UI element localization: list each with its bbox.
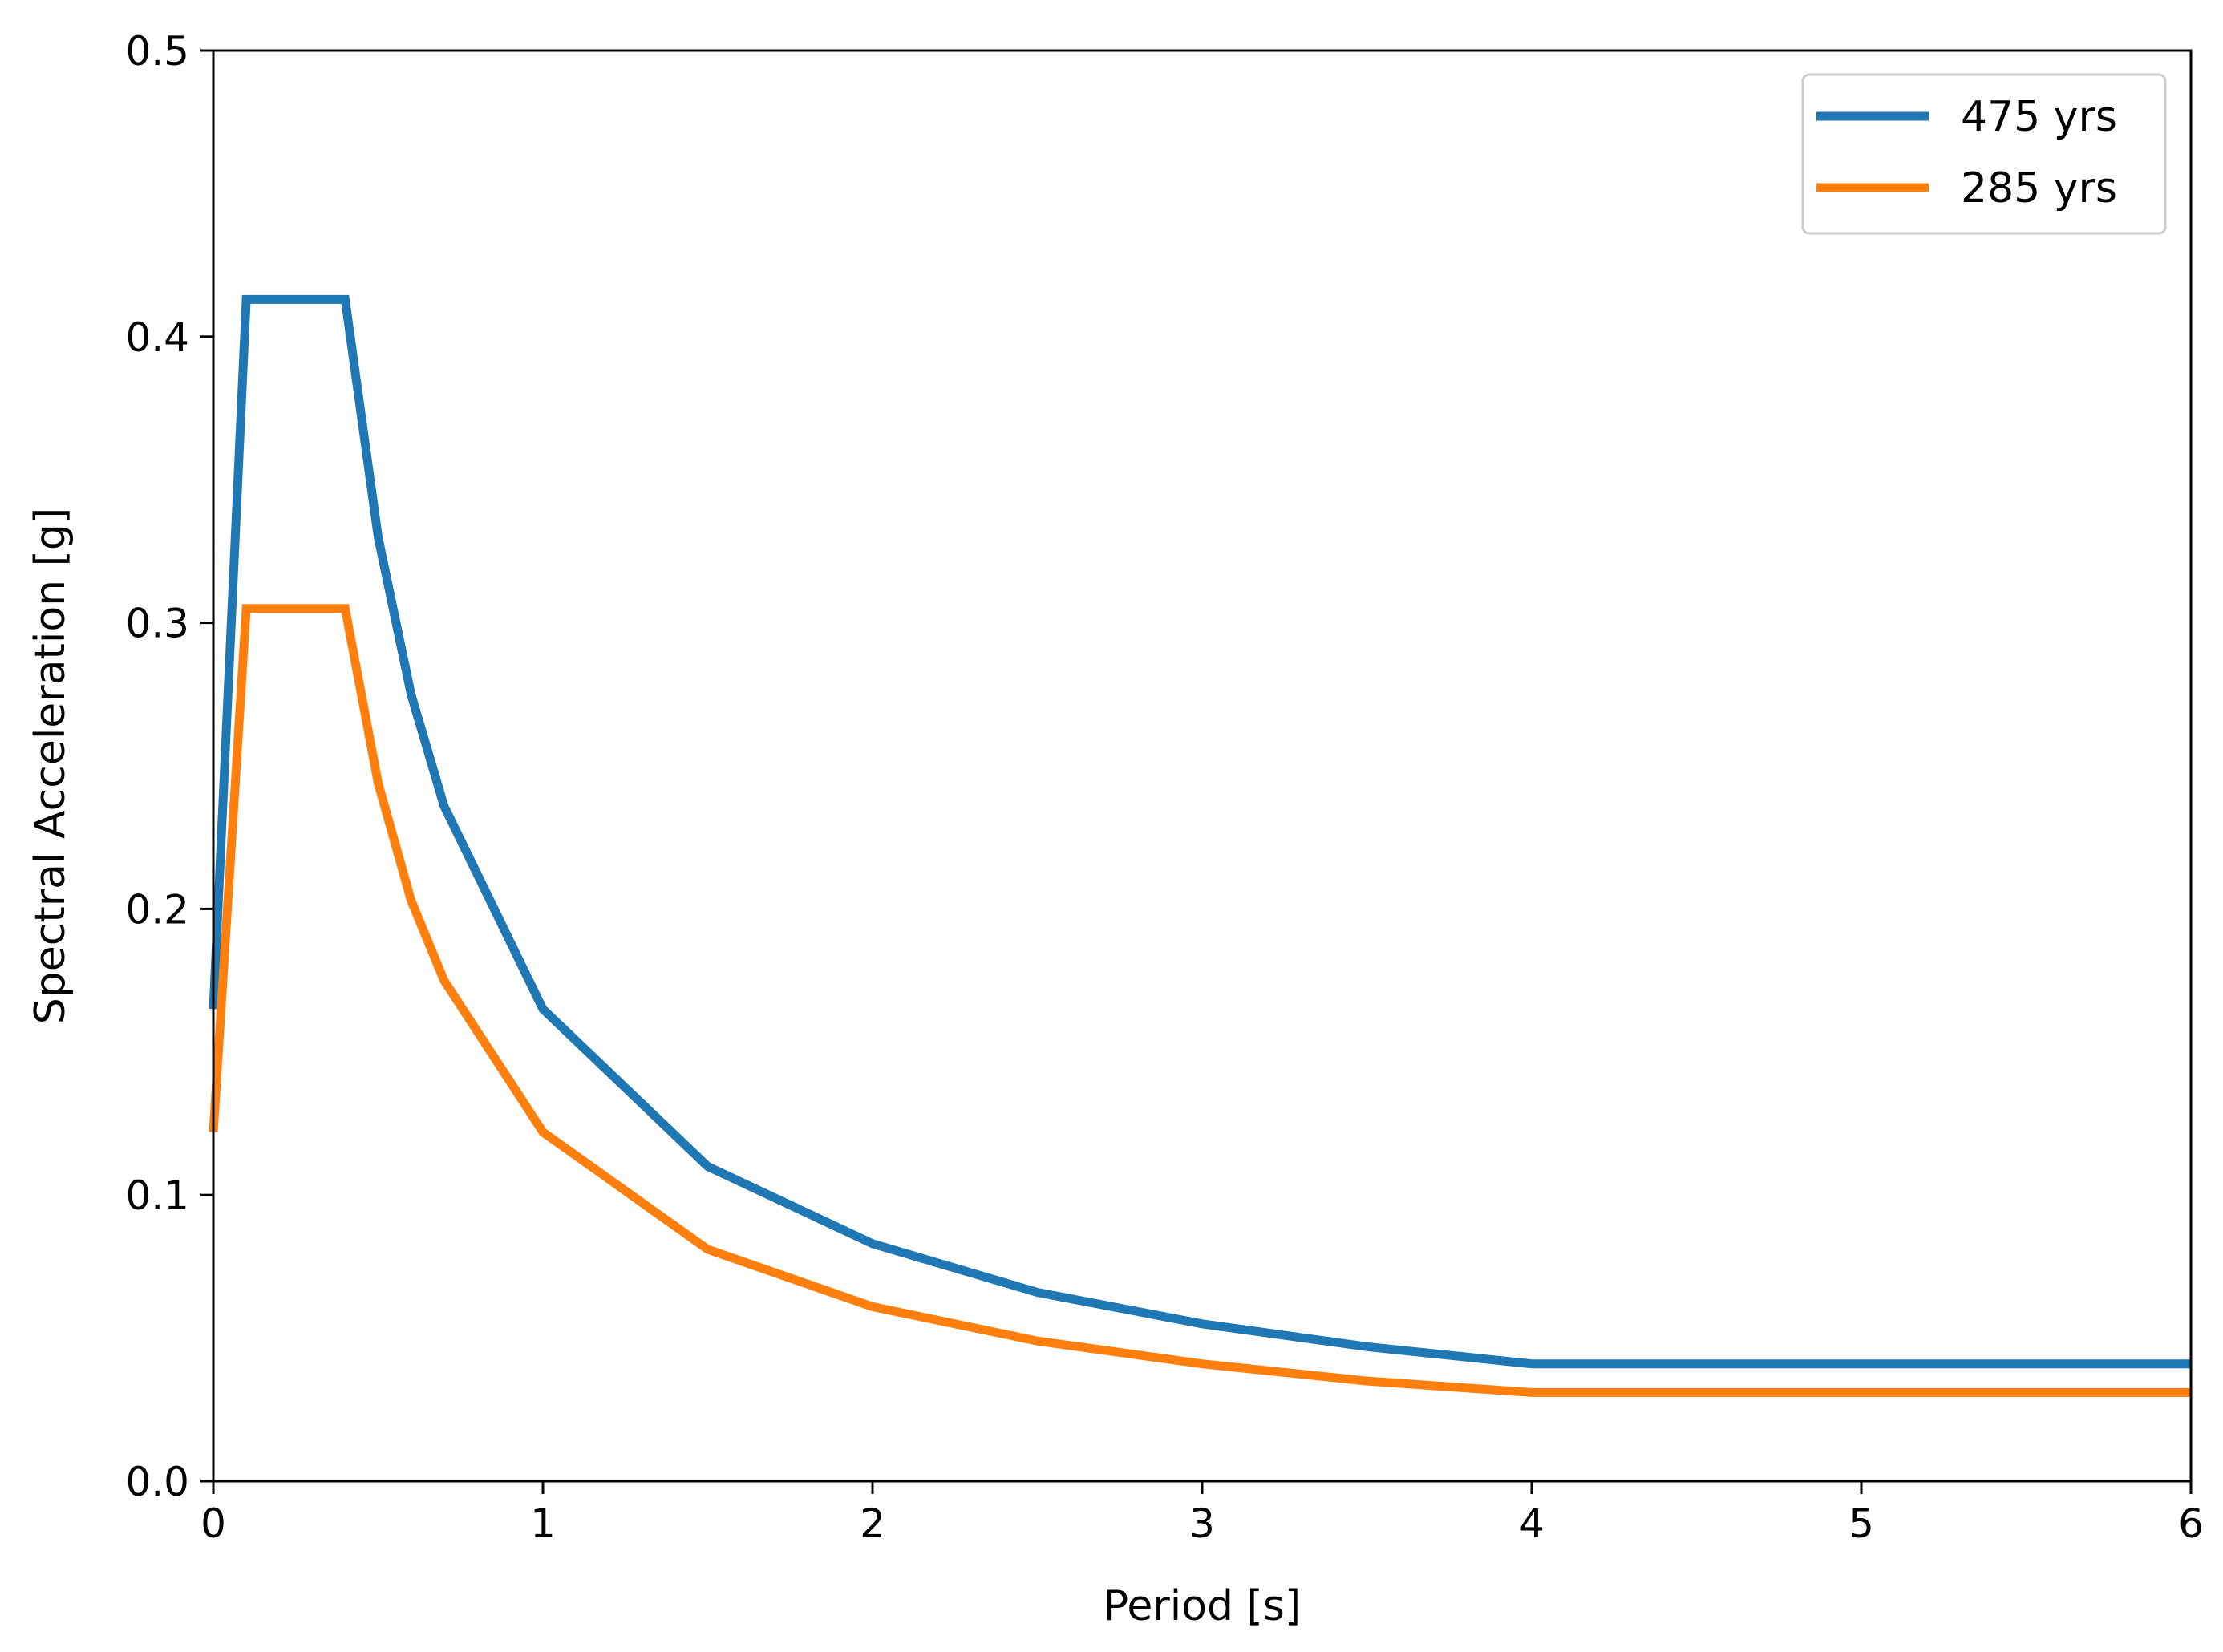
x-tick-label: 1 [530, 1500, 556, 1547]
y-tick-label: 0.3 [125, 601, 189, 647]
x-axis-label: Period [s] [1103, 1582, 1301, 1630]
legend-label-475-yrs: 475 yrs [1961, 93, 2117, 141]
y-tick-label: 0.5 [125, 28, 189, 75]
series-line-475-yrs [209, 294, 2191, 1369]
x-tick-label: 4 [1519, 1500, 1545, 1547]
x-tick-label: 3 [1189, 1500, 1215, 1547]
y-axis-label: Spectral Acceleration [g] [26, 508, 75, 1024]
series-layer [209, 294, 2191, 1397]
x-tick-label: 6 [2178, 1500, 2204, 1547]
x-axis: 0 1 2 3 4 5 6 [200, 1481, 2204, 1547]
x-tick-label: 0 [200, 1500, 226, 1547]
y-tick-label: 0.2 [125, 886, 189, 933]
y-tick-label: 0.0 [125, 1459, 189, 1505]
x-tick-label: 5 [1848, 1500, 1874, 1547]
y-tick-label: 0.4 [125, 314, 189, 361]
legend-label-285-yrs: 285 yrs [1961, 164, 2117, 213]
axes-frame [212, 49, 2193, 1483]
y-tick-label: 0.1 [125, 1172, 189, 1219]
series-line-285-yrs [209, 604, 2191, 1397]
y-axis: 0.0 0.1 0.2 0.3 0.4 0.5 [125, 28, 213, 1505]
x-tick-label: 2 [860, 1500, 885, 1547]
legend: 475 yrs 285 yrs [1801, 73, 2167, 235]
